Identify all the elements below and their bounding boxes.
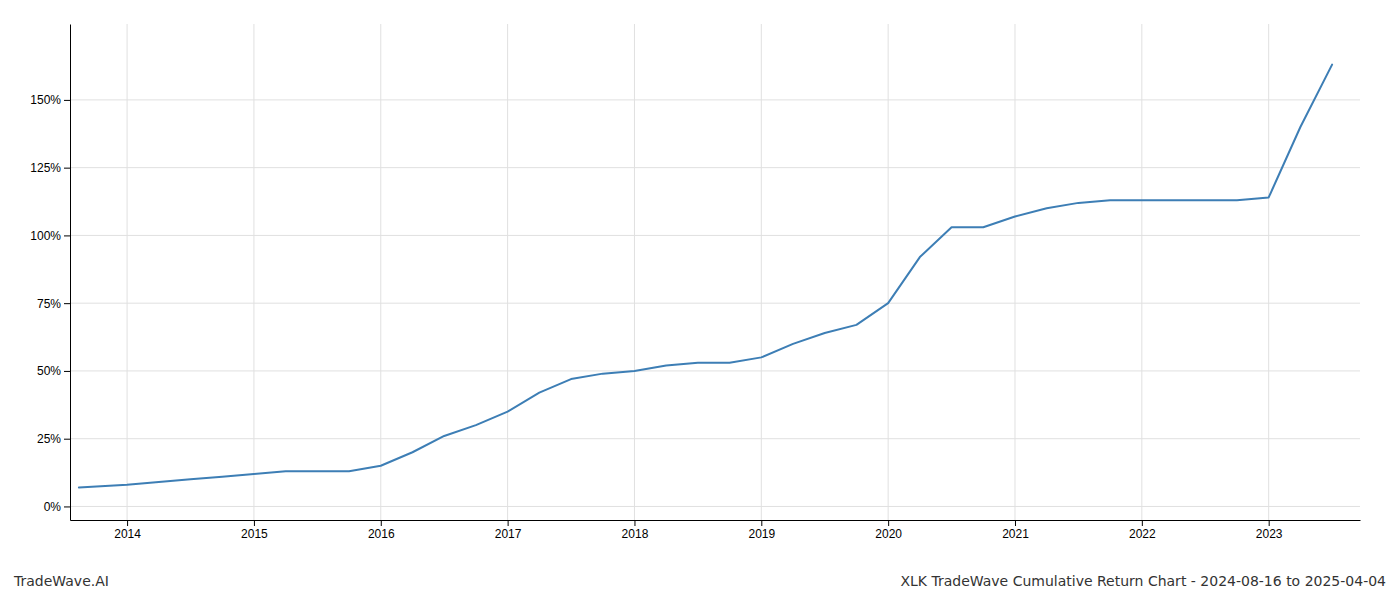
x-tick: 2017 <box>495 520 522 541</box>
x-tick: 2014 <box>114 520 141 541</box>
grid-line-y <box>70 370 1360 371</box>
x-tick: 2022 <box>1129 520 1156 541</box>
x-axis: 2014 2015 2016 2017 2018 2019 2020 2021 2022 2023 <box>71 520 1361 541</box>
y-axis: 0% 25% 50% 75% 100% 125% 150% <box>30 25 70 521</box>
line <box>79 65 1332 488</box>
x-tick-mark <box>508 520 509 526</box>
x-tick-mark <box>254 520 255 526</box>
y-tick: 100% <box>30 229 70 243</box>
grid-line-x <box>1141 24 1142 520</box>
x-tick-label: 2020 <box>875 527 902 541</box>
x-tick-label: 2017 <box>495 527 522 541</box>
x-tick-mark <box>1269 520 1270 526</box>
y-tick-label: 125% <box>30 161 61 175</box>
x-tick-mark <box>888 520 889 526</box>
grid-line-y <box>70 303 1360 304</box>
y-tick-mark <box>64 371 70 372</box>
y-tick-label: 50% <box>37 364 61 378</box>
x-tick: 2015 <box>241 520 268 541</box>
chart: 2014 2015 2016 2017 2018 2019 2020 2021 2022 2023… <box>0 0 1400 600</box>
watermark: TradeWave.AI <box>13 573 109 589</box>
x-tick: 2021 <box>1002 520 1029 541</box>
x-tick-mark <box>761 520 762 526</box>
y-tick: 25% <box>37 432 70 446</box>
marks <box>79 65 1332 488</box>
x-axis-line <box>71 520 1361 521</box>
grid-line-x <box>1268 24 1269 520</box>
grid-line-y <box>70 506 1360 507</box>
x-tick: 2020 <box>875 520 902 541</box>
x-tick-mark <box>1015 520 1016 526</box>
grid-line-x <box>507 24 508 520</box>
y-tick-mark <box>64 235 70 236</box>
grid-line-x <box>380 24 381 520</box>
grid-line-x <box>253 24 254 520</box>
grid-line-x <box>888 24 889 520</box>
y-tick-mark <box>64 100 70 101</box>
x-tick-label: 2023 <box>1256 527 1283 541</box>
y-tick-mark <box>64 506 70 507</box>
y-tick-mark <box>64 439 70 440</box>
y-tick-label: 25% <box>37 432 61 446</box>
plot-area: 2014 2015 2016 2017 2018 2019 2020 2021 2022 2023… <box>30 24 1360 541</box>
x-tick-label: 2014 <box>114 527 141 541</box>
x-tick-mark <box>127 520 128 526</box>
texts: TradeWave.AI XLK TradeWave Cumulative Ret… <box>13 573 1386 589</box>
x-tick-label: 2022 <box>1129 527 1156 541</box>
x-tick-label: 2015 <box>241 527 268 541</box>
x-tick-mark <box>1142 520 1143 526</box>
x-tick-label: 2016 <box>368 527 395 541</box>
grid-line-y <box>70 167 1360 168</box>
y-tick: 150% <box>30 93 70 107</box>
y-tick-mark <box>64 303 70 304</box>
x-tick-label: 2021 <box>1002 527 1029 541</box>
grid-line-x <box>761 24 762 520</box>
grid-line-y <box>70 235 1360 236</box>
title: XLK TradeWave Cumulative Return Chart - … <box>900 573 1386 589</box>
x-tick-mark <box>381 520 382 526</box>
y-tick: 75% <box>37 297 70 311</box>
x-tick-label: 2018 <box>622 527 649 541</box>
x-tick: 2016 <box>368 520 395 541</box>
y-tick-label: 150% <box>30 93 61 107</box>
x-tick: 2019 <box>748 520 775 541</box>
y-tick-mark <box>64 168 70 169</box>
grid <box>70 24 1360 520</box>
grid-line-x <box>1014 24 1015 520</box>
x-tick: 2018 <box>622 520 649 541</box>
grid-line-y <box>70 438 1360 439</box>
y-tick-label: 100% <box>30 229 61 243</box>
grid-line-x <box>634 24 635 520</box>
y-tick-label: 75% <box>37 297 61 311</box>
grid-line-y <box>70 99 1360 100</box>
x-tick: 2023 <box>1256 520 1283 541</box>
y-tick: 0% <box>44 500 70 514</box>
y-axis-line <box>70 25 71 521</box>
x-tick-label: 2019 <box>748 527 775 541</box>
y-tick-label: 0% <box>44 500 62 514</box>
x-tick-mark <box>634 520 635 526</box>
grid-line-x <box>127 24 128 520</box>
y-tick: 50% <box>37 364 70 378</box>
y-tick: 125% <box>30 161 70 175</box>
